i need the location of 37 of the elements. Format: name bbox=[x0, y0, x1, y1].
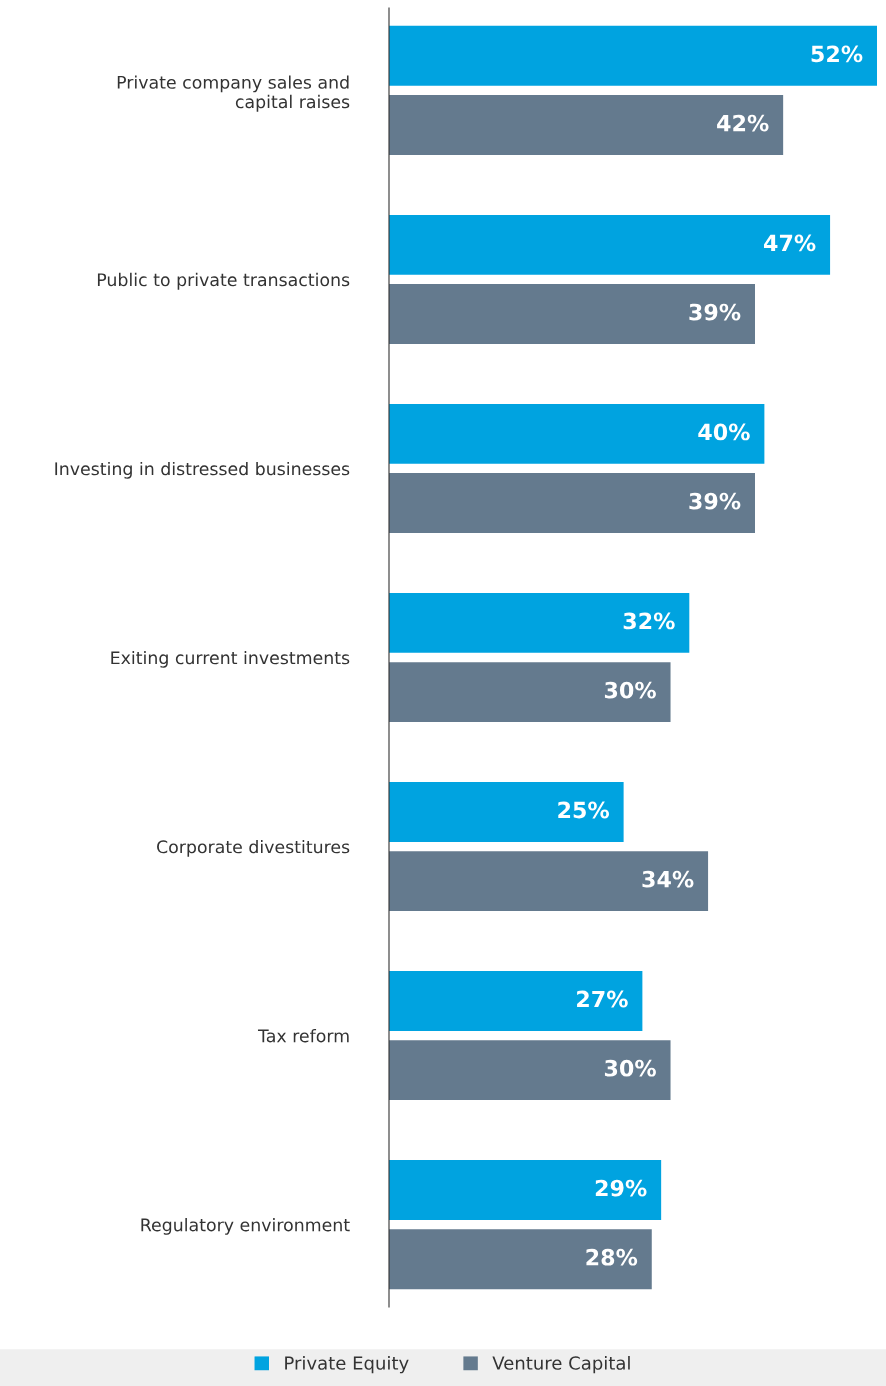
bar bbox=[389, 25, 877, 86]
bar bbox=[389, 214, 831, 275]
data-label: 29% bbox=[595, 1179, 647, 1197]
data-label: 27% bbox=[577, 990, 628, 1008]
legend-label: Venture Capital bbox=[492, 1355, 630, 1374]
y-tick-label: Private company sales and capital raises bbox=[117, 75, 350, 112]
bar bbox=[389, 1229, 652, 1290]
y-tick-label: Public to private transactions bbox=[97, 272, 350, 290]
bar bbox=[389, 473, 755, 534]
y-tick-label: Tax reform bbox=[257, 1028, 349, 1043]
data-label: 42% bbox=[717, 114, 769, 132]
bar bbox=[389, 781, 624, 842]
bar bbox=[389, 851, 709, 912]
y-tick-label: Corporate divestitures bbox=[157, 839, 350, 857]
data-label: 39% bbox=[689, 303, 741, 321]
data-label: 39% bbox=[689, 492, 741, 510]
bar bbox=[389, 403, 765, 464]
legend-label: Private Equity bbox=[285, 1355, 409, 1374]
data-label: 40% bbox=[698, 423, 750, 441]
data-label: 52% bbox=[811, 45, 863, 63]
bar bbox=[389, 662, 671, 723]
bar bbox=[389, 95, 784, 155]
bar bbox=[389, 1160, 662, 1220]
y-tick-label: Investing in distressed businesses bbox=[55, 461, 350, 479]
y-tick-label: Exiting current investments bbox=[111, 650, 350, 668]
data-label: 28% bbox=[586, 1248, 638, 1266]
data-label: 30% bbox=[604, 1059, 656, 1077]
bar bbox=[389, 592, 690, 653]
data-label: 25% bbox=[558, 801, 610, 819]
bar bbox=[389, 971, 643, 1031]
bar bbox=[389, 1040, 671, 1101]
data-label: 30% bbox=[604, 681, 656, 699]
data-label: 34% bbox=[642, 870, 694, 888]
bar bbox=[389, 284, 755, 344]
data-label: 32% bbox=[623, 612, 675, 630]
y-tick-label: Regulatory environment bbox=[141, 1217, 350, 1235]
data-label: 47% bbox=[764, 234, 816, 252]
